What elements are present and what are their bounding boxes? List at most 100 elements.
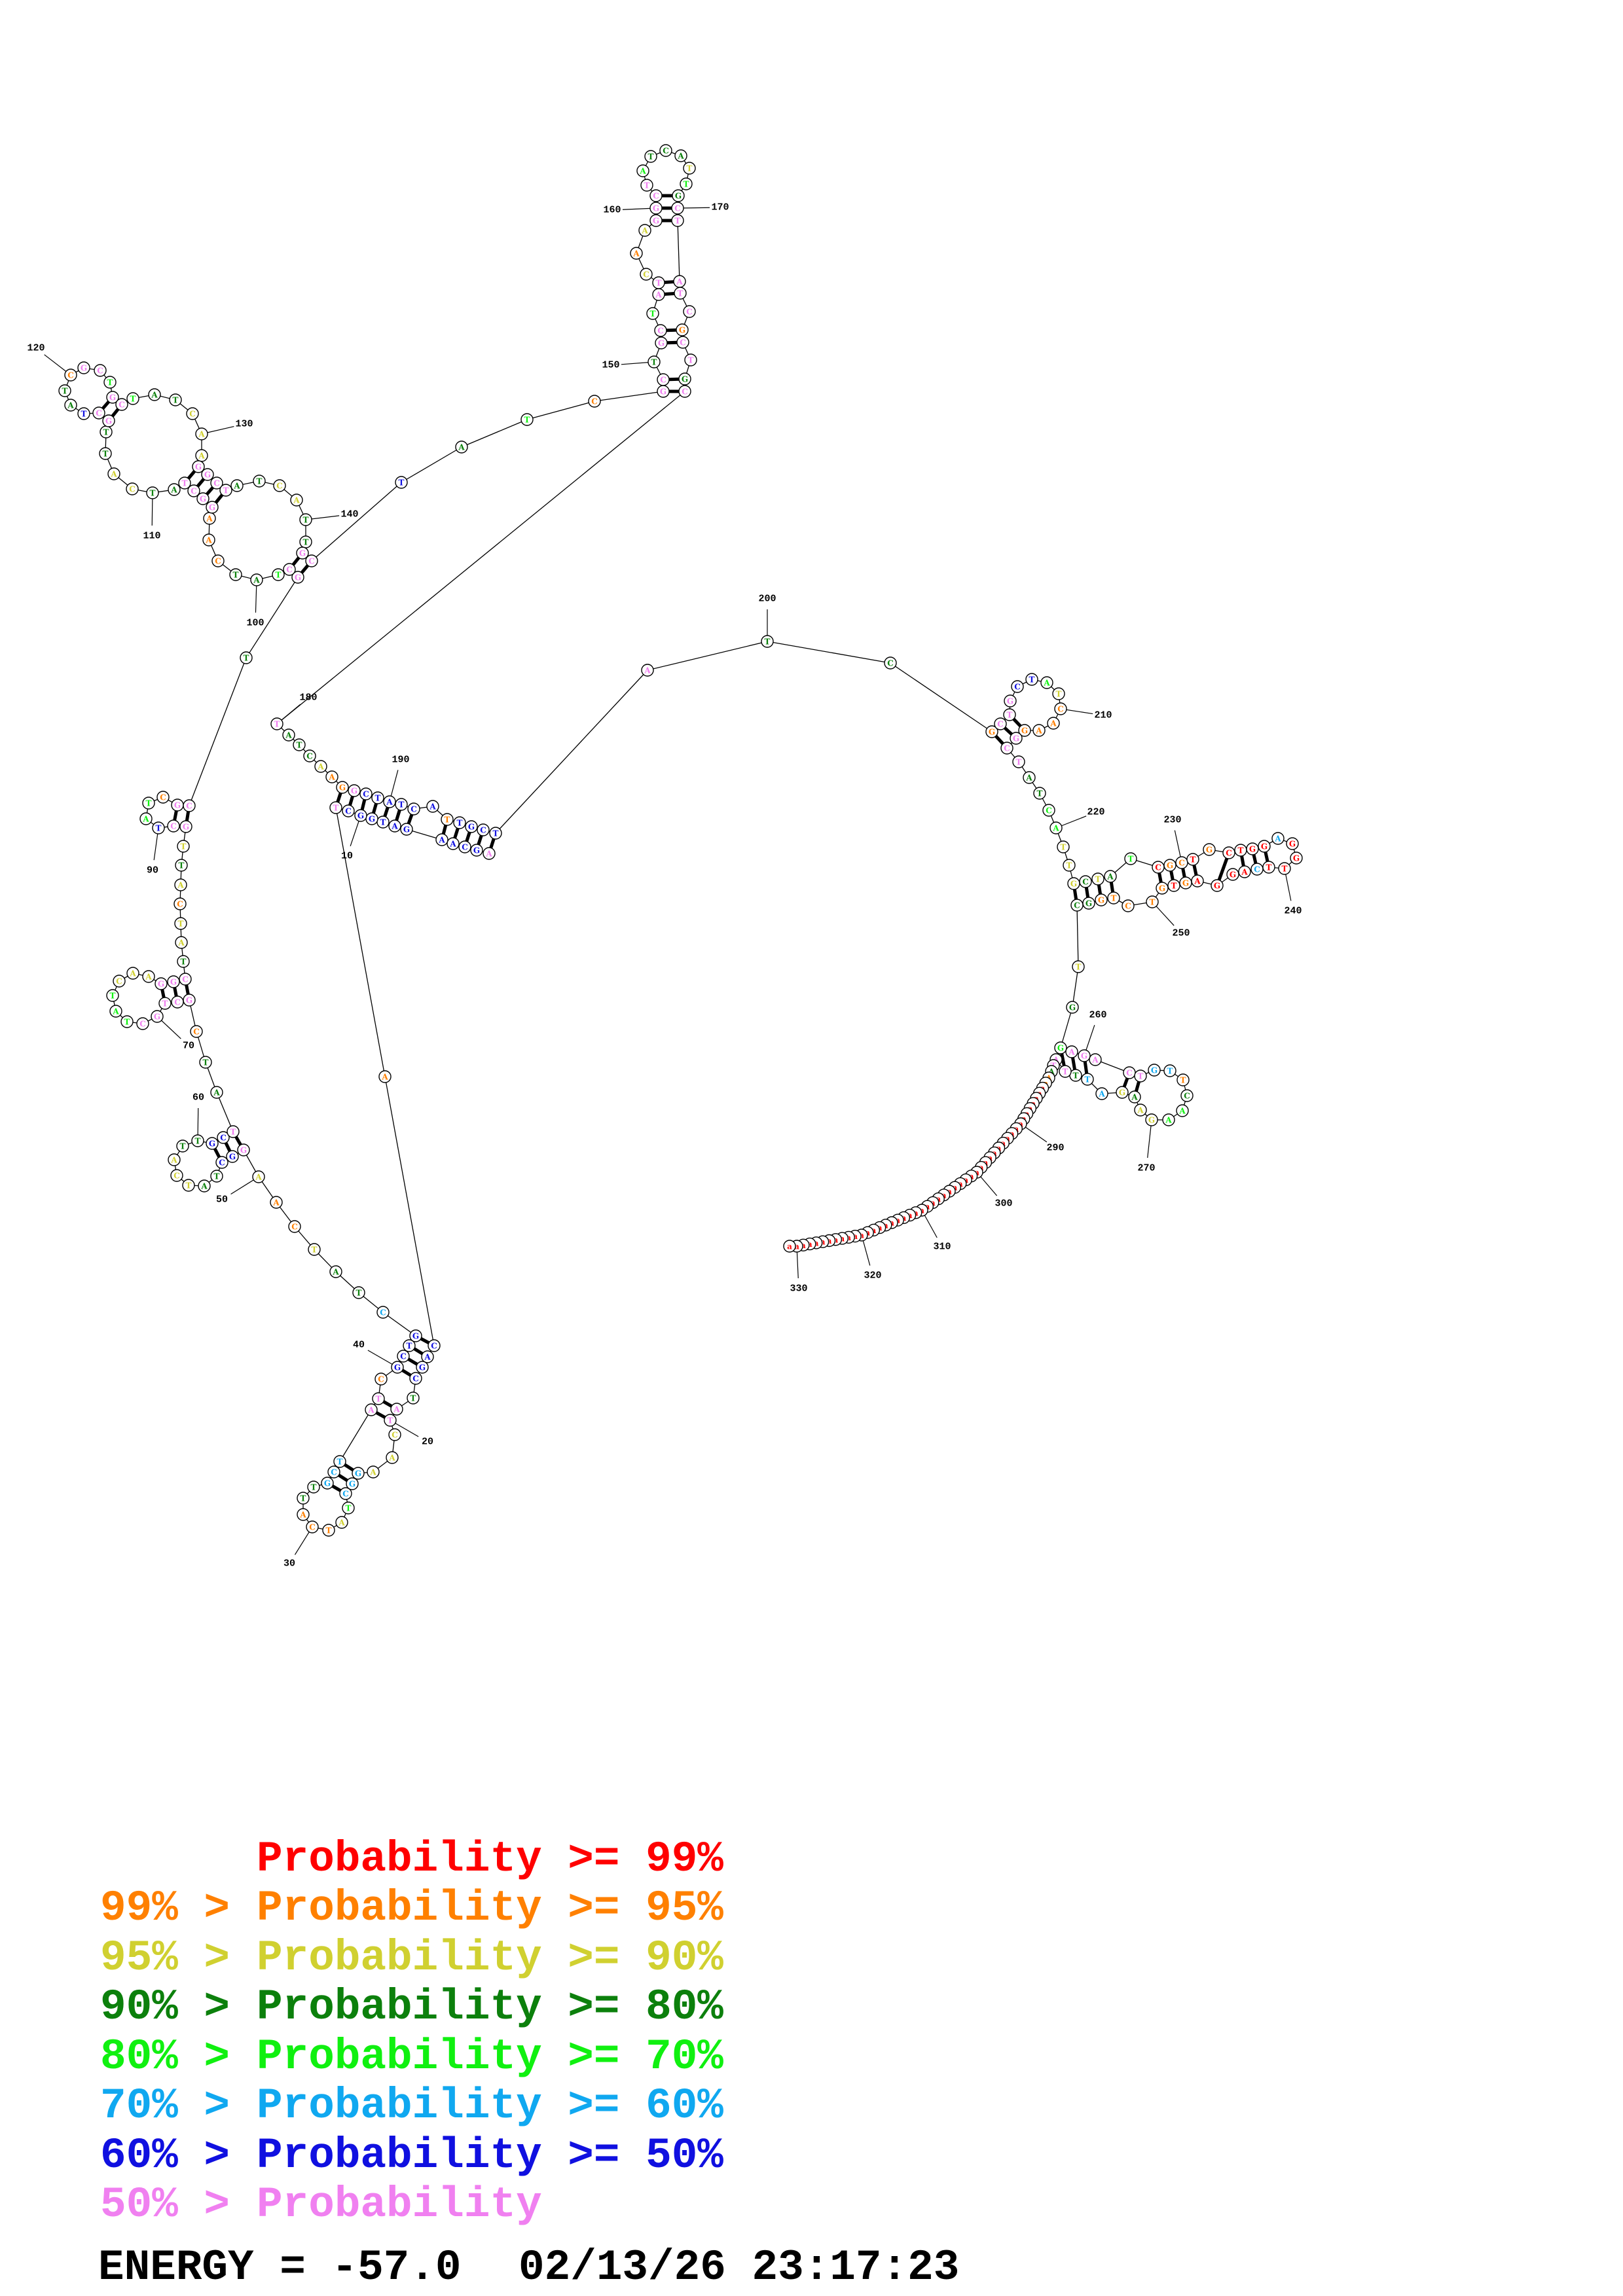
nucleotide: A bbox=[335, 1516, 348, 1529]
nucleotide-letter: C bbox=[1178, 859, 1185, 868]
nucleotide-letter: T bbox=[493, 829, 499, 838]
nucleotide: G bbox=[649, 202, 663, 215]
nucleotide-circle bbox=[985, 725, 998, 738]
nucleotide-letter: G bbox=[653, 217, 659, 226]
nucleotide: G bbox=[179, 820, 192, 833]
nucleotide-letter: T bbox=[182, 479, 188, 488]
nucleotide: T bbox=[253, 475, 266, 488]
nucleotide-letter: G bbox=[419, 1363, 426, 1372]
nucleotide: C bbox=[217, 1131, 230, 1144]
nucleotide-circle bbox=[342, 1501, 355, 1515]
nucleotide-letter: A bbox=[293, 496, 300, 505]
nucleotide-circle bbox=[237, 1143, 250, 1157]
nucleotide: G bbox=[391, 1361, 404, 1374]
nucleotide: G bbox=[1004, 694, 1017, 708]
nucleotide-letter: a bbox=[787, 1242, 792, 1251]
nucleotide: G bbox=[237, 1143, 250, 1157]
nucleotide: G bbox=[1203, 843, 1216, 856]
nucleotide-letter: A bbox=[285, 731, 292, 740]
backbone-link bbox=[594, 391, 664, 402]
nucleotide-letter: C bbox=[591, 397, 598, 406]
nucleotide-circle bbox=[191, 1134, 204, 1147]
nucleotide: A bbox=[1134, 1103, 1147, 1117]
nucleotide: a bbox=[783, 1240, 796, 1253]
nucleotide-letter: T bbox=[150, 489, 156, 498]
nucleotide-letter: T bbox=[181, 842, 187, 852]
nucleotide: T bbox=[272, 568, 285, 581]
nucleotide-circle bbox=[210, 476, 223, 490]
nucleotide-letter: a bbox=[877, 1223, 883, 1232]
nucleotide-letter: T bbox=[1282, 865, 1288, 874]
nucleotide-circle bbox=[1066, 1001, 1079, 1014]
nucleotide-circle bbox=[676, 323, 689, 336]
legend-row: 70% > Probability >= 60% bbox=[100, 2081, 723, 2130]
nucleotide: A bbox=[314, 760, 327, 773]
nucleotide-circle bbox=[201, 468, 214, 481]
nucleotide: G bbox=[226, 1150, 239, 1163]
nucleotide-letter: G bbox=[1081, 1052, 1087, 1061]
nucleotide-circle bbox=[126, 392, 139, 405]
nucleotide-circle bbox=[64, 399, 77, 412]
nucleotide-letter: T bbox=[301, 1494, 306, 1503]
nucleotide-letter: G bbox=[1214, 882, 1220, 891]
nucleotide: G bbox=[400, 823, 413, 836]
nucleotide-letter: C bbox=[174, 998, 181, 1007]
nucleotide-letter: A bbox=[1025, 774, 1032, 783]
position-label: 160 bbox=[603, 205, 621, 216]
nucleotide-letter: T bbox=[1238, 846, 1244, 855]
nucleotide-letter: C bbox=[129, 485, 136, 494]
nucleotide-circle bbox=[1078, 1049, 1091, 1062]
legend-main: Probability >= 95% bbox=[257, 1884, 723, 1933]
nucleotide-circle bbox=[199, 1056, 212, 1069]
nucleotide: T bbox=[299, 535, 312, 548]
nucleotide: A bbox=[1104, 870, 1117, 883]
nucleotide: C bbox=[676, 336, 689, 349]
base-pair-bond bbox=[1135, 1081, 1140, 1092]
nucleotide: A bbox=[386, 1451, 399, 1464]
nucleotide-circle bbox=[291, 571, 304, 584]
nucleotide-letter: A bbox=[177, 881, 184, 890]
nucleotide: C bbox=[397, 1350, 410, 1363]
nucleotide-circle bbox=[196, 492, 210, 505]
nucleotide-circle bbox=[655, 336, 668, 350]
position-label: 20 bbox=[422, 1437, 433, 1448]
position-label: 310 bbox=[933, 1242, 951, 1253]
nucleotide-circle bbox=[1054, 1041, 1067, 1054]
nucleotide-letter: a bbox=[801, 1241, 806, 1250]
nucleotide-letter: C bbox=[308, 557, 315, 566]
nucleotide-letter: T bbox=[375, 794, 381, 803]
nucleotide: T bbox=[210, 1170, 223, 1183]
nucleotide-circle bbox=[630, 247, 643, 260]
nucleotide-circle bbox=[1148, 1064, 1161, 1077]
nucleotide: C bbox=[283, 563, 296, 576]
nucleotide-circle bbox=[219, 484, 232, 497]
nucleotide-letter: T bbox=[1266, 863, 1272, 872]
nucleotide-circle bbox=[1186, 853, 1199, 866]
nucleotide-letter: G bbox=[229, 1153, 236, 1162]
nucleotide-circle bbox=[179, 820, 192, 833]
nucleotide-letter: A bbox=[317, 762, 324, 772]
nucleotide-letter: a bbox=[925, 1202, 930, 1211]
nucleotide: T bbox=[1134, 1069, 1147, 1083]
position-label: 290 bbox=[1046, 1143, 1064, 1154]
nucleotide-letter: G bbox=[1148, 1116, 1155, 1125]
nucleotide: C bbox=[409, 1372, 422, 1385]
nucleotide-letter: C bbox=[1226, 849, 1232, 858]
nucleotide-circle bbox=[305, 554, 318, 567]
nucleotide-letter: T bbox=[124, 1018, 130, 1027]
nucleotide-circle bbox=[215, 1156, 228, 1169]
nucleotide: C bbox=[1180, 1089, 1194, 1102]
legend-main: Probability >= 50% bbox=[257, 2131, 723, 2180]
nucleotide: G bbox=[655, 336, 668, 350]
nucleotide-letter: C bbox=[193, 1028, 200, 1037]
nucleotide-circle bbox=[182, 1179, 195, 1192]
nucleotide-letter: G bbox=[1206, 846, 1213, 855]
legend-prefix: 90% > bbox=[100, 1982, 230, 2032]
nucleotide-circle bbox=[175, 936, 188, 949]
nucleotide-circle bbox=[174, 917, 187, 930]
nucleotide: C bbox=[458, 840, 471, 853]
nucleotide-letter: A bbox=[1194, 877, 1201, 886]
nucleotide: T bbox=[644, 150, 657, 163]
nucleotide: G bbox=[151, 1010, 164, 1023]
